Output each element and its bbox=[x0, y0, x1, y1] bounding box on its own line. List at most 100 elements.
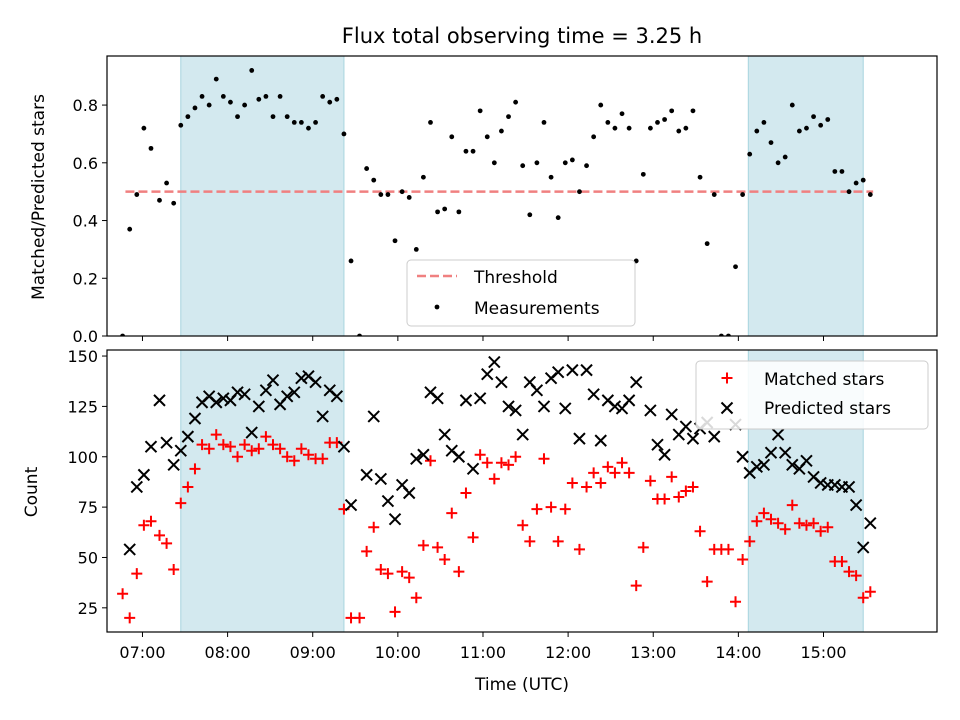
measurement-point bbox=[206, 102, 212, 108]
measurement-point bbox=[213, 76, 219, 82]
y-tick-label: 50 bbox=[78, 548, 98, 567]
measurement-point bbox=[584, 163, 589, 169]
predicted-star-marker bbox=[337, 440, 351, 453]
y-tick-label: 0.6 bbox=[73, 154, 98, 173]
measurement-point bbox=[747, 151, 753, 157]
matched-star-marker bbox=[800, 519, 812, 531]
matched-star-marker bbox=[765, 513, 777, 525]
bottom-plot-panel: 25 50 75 100 125 150 07:00 08:00 09:00 10:00 11:00… bbox=[67, 347, 938, 662]
matched-star-marker bbox=[488, 473, 500, 485]
plot-area bbox=[120, 56, 874, 336]
measurement-point bbox=[775, 160, 781, 166]
matched-star-marker bbox=[545, 501, 557, 513]
measurement-point bbox=[768, 140, 774, 145]
matched-star-marker bbox=[253, 443, 265, 455]
measurement-point bbox=[683, 125, 689, 131]
measurement-point bbox=[662, 117, 667, 122]
chart-title: Flux total observing time = 3.25 h bbox=[342, 24, 702, 48]
predicted-star-marker bbox=[388, 512, 402, 526]
predicted-star-marker bbox=[679, 420, 693, 433]
matched-star-marker bbox=[737, 553, 749, 565]
measurement-point bbox=[818, 122, 824, 128]
predicted-star-marker bbox=[381, 494, 395, 508]
predicted-star-marker bbox=[330, 390, 344, 403]
matched-star-marker bbox=[857, 592, 869, 604]
x-tick-label: 12:00 bbox=[545, 643, 591, 662]
matched-star-marker bbox=[396, 566, 408, 578]
measurement-point bbox=[392, 238, 398, 244]
predicted-star-marker bbox=[630, 376, 643, 389]
matched-star-marker bbox=[175, 497, 187, 509]
predicted-star-marker bbox=[252, 400, 266, 413]
predicted-star-marker bbox=[786, 458, 799, 472]
measurement-point bbox=[860, 177, 866, 183]
matched-star-marker bbox=[588, 467, 600, 479]
matched-star-marker bbox=[389, 606, 401, 618]
predicted-star-marker bbox=[537, 400, 551, 413]
x-tick-label: 09:00 bbox=[290, 643, 336, 662]
matched-star-marker bbox=[566, 477, 578, 489]
measurement-point bbox=[270, 114, 276, 120]
matched-star-marker bbox=[616, 457, 628, 469]
measurement-point bbox=[164, 180, 169, 186]
measurement-point bbox=[134, 192, 140, 197]
matched-star-marker bbox=[503, 459, 515, 471]
predicted-star-marker bbox=[849, 498, 863, 512]
matched-star-marker bbox=[595, 477, 607, 489]
predicted-star-marker bbox=[651, 438, 664, 451]
matched-star-marker bbox=[217, 439, 229, 451]
y-tick-label: 0.0 bbox=[73, 327, 98, 346]
matched-star-marker bbox=[439, 553, 451, 565]
predicted-star-marker bbox=[167, 458, 180, 472]
predicted-star-marker bbox=[736, 450, 749, 463]
x-tick-label: 08:00 bbox=[205, 643, 251, 662]
matched-star-marker bbox=[531, 503, 543, 515]
measurement-point bbox=[541, 119, 547, 125]
predicted-star-marker bbox=[410, 452, 423, 465]
measurement-point bbox=[612, 125, 618, 131]
measurement-point bbox=[277, 94, 283, 99]
predicted-star-marker bbox=[658, 448, 671, 461]
measurement-point bbox=[306, 125, 311, 131]
matched-star-marker bbox=[637, 541, 649, 553]
matched-star-marker bbox=[850, 570, 862, 582]
shaded-interval bbox=[747, 56, 864, 336]
matched-star-marker bbox=[403, 572, 415, 584]
measurement-point bbox=[449, 134, 455, 140]
measurement-point bbox=[141, 125, 147, 131]
matched-star-marker bbox=[772, 517, 784, 529]
matched-star-marker bbox=[117, 588, 129, 600]
predicted-star-marker bbox=[238, 388, 251, 401]
predicted-star-marker bbox=[857, 541, 870, 554]
measurement-point bbox=[711, 192, 717, 197]
predicted-star-marker bbox=[123, 543, 136, 556]
predicted-star-marker bbox=[316, 410, 329, 423]
matched-star-marker bbox=[354, 612, 366, 624]
measurement-point bbox=[491, 160, 497, 166]
legend-threshold-label: Threshold bbox=[473, 268, 558, 288]
measurement-point bbox=[619, 111, 625, 117]
matched-star-marker bbox=[673, 491, 685, 503]
predicted-star-marker bbox=[778, 446, 792, 459]
matched-star-marker bbox=[295, 443, 307, 455]
y-tick-label: 0.2 bbox=[73, 269, 98, 288]
matched-star-marker bbox=[467, 531, 479, 543]
legend-box bbox=[406, 259, 636, 327]
matched-star-marker bbox=[239, 439, 251, 451]
measurement-point bbox=[313, 119, 318, 125]
matched-star-marker bbox=[460, 487, 472, 499]
matched-star-marker bbox=[153, 529, 165, 541]
predicted-star-marker bbox=[686, 432, 700, 445]
x-tick-label: 13:00 bbox=[630, 643, 676, 662]
matched-star-marker bbox=[368, 521, 380, 533]
measurement-point bbox=[648, 125, 653, 131]
matched-star-marker bbox=[630, 580, 642, 592]
measurement-point bbox=[669, 108, 675, 114]
measurement-point bbox=[839, 169, 845, 174]
measurement-point bbox=[697, 174, 703, 180]
measurement-point bbox=[690, 108, 696, 114]
measurement-point bbox=[220, 94, 226, 99]
predicted-star-marker bbox=[374, 472, 388, 486]
plot-area bbox=[117, 350, 877, 632]
matched-star-marker bbox=[267, 439, 279, 451]
